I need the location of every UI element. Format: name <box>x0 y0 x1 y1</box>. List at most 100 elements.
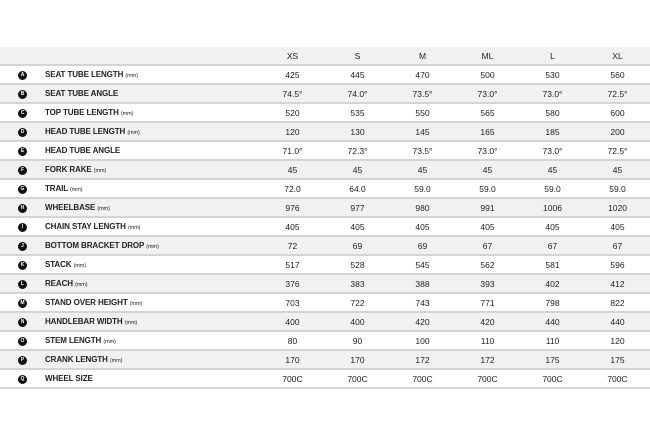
letter-badge: E <box>18 146 27 156</box>
unit-label: (mm) <box>70 187 83 193</box>
table-cell: 393 <box>455 274 520 294</box>
letter-badge: J <box>18 241 27 251</box>
table-cell: 565 <box>455 103 520 123</box>
table-cell: 517 <box>260 255 325 275</box>
table-cell: 59.0 <box>455 179 520 199</box>
table-cell: 528 <box>325 255 390 275</box>
unit-label: (mm) <box>129 301 143 307</box>
table-cell: 74.5° <box>260 84 325 104</box>
letter-badge: N <box>18 317 27 327</box>
table-cell: 420 <box>455 312 520 332</box>
letter-badge: C <box>18 108 27 118</box>
letter-badge: K <box>18 260 27 270</box>
table-cell: 520 <box>260 103 325 123</box>
table-cell: 580 <box>520 103 585 123</box>
table-row: N HANDLEBAR WIDTH (mm) 400 400 420 420 440 440 <box>0 312 650 332</box>
table-cell: 80 <box>260 331 325 351</box>
letter-badge: F <box>18 165 27 175</box>
table-row: P CRANK LENGTH (mm) 170 170 172 172 175 175 <box>0 350 650 370</box>
table-row: J BOTTOM BRACKET DROP (mm) 72 69 69 67 67 67 <box>0 236 650 256</box>
table-cell: 600 <box>585 103 650 123</box>
table-cell: 71.0° <box>260 141 325 161</box>
unit-label: (mm) <box>127 130 140 136</box>
table-row: C TOP TUBE LENGTH (mm) 520 535 550 565 580 600 <box>0 103 650 123</box>
table-cell: 172 <box>390 350 455 370</box>
table-cell: 405 <box>520 217 585 237</box>
header-row: XS S M ML L XL <box>0 47 650 66</box>
measurement-label: STEM LENGTH <box>45 336 102 345</box>
letter-badge: A <box>18 70 27 80</box>
table-cell: 100 <box>390 331 455 351</box>
table-cell: 45 <box>325 160 390 180</box>
table-cell: 59.0 <box>390 179 455 199</box>
table-cell: 977 <box>325 198 390 218</box>
size-header: ML <box>455 47 520 66</box>
table-cell: 976 <box>260 198 325 218</box>
table-cell: 1020 <box>585 198 650 218</box>
table-cell: 64.0 <box>325 179 390 199</box>
table-cell: 73.0° <box>455 141 520 161</box>
table-cell: 700C <box>520 369 585 389</box>
table-cell: 405 <box>325 217 390 237</box>
table-row: F FORK RAKE (mm) 45 45 45 45 45 45 <box>0 160 650 180</box>
table-cell: 405 <box>260 217 325 237</box>
table-cell: 980 <box>390 198 455 218</box>
letter-badge: O <box>18 336 27 346</box>
size-header: S <box>325 47 390 66</box>
table-cell: 45 <box>520 160 585 180</box>
table-cell: 67 <box>520 236 585 256</box>
table-cell: 110 <box>520 331 585 351</box>
table-row: Q WHEEL SIZE 700C 700C 700C 700C 700C 700C <box>0 369 650 389</box>
table-cell: 562 <box>455 255 520 275</box>
measurement-label: TOP TUBE LENGTH <box>45 108 119 117</box>
measurement-label: STACK <box>45 260 72 269</box>
table-cell: 420 <box>390 312 455 332</box>
table-cell: 72.5° <box>585 84 650 104</box>
measurement-label: HANDLEBAR WIDTH <box>45 317 123 326</box>
table-cell: 185 <box>520 122 585 142</box>
table-cell: 991 <box>455 198 520 218</box>
letter-badge: M <box>18 298 27 308</box>
table-cell: 405 <box>455 217 520 237</box>
table-cell: 412 <box>585 274 650 294</box>
table-cell: 500 <box>455 65 520 85</box>
unit-label: (mm) <box>97 206 110 212</box>
measurement-label: CHAIN STAY LENGTH <box>45 222 126 231</box>
table-cell: 45 <box>585 160 650 180</box>
table-cell: 596 <box>585 255 650 275</box>
table-row: O STEM LENGTH (mm) 80 90 100 110 110 120 <box>0 331 650 351</box>
table-cell: 445 <box>325 65 390 85</box>
table-cell: 45 <box>455 160 520 180</box>
table-row: B SEAT TUBE ANGLE 74.5° 74.0° 73.5° 73.0° 73.… <box>0 84 650 104</box>
table-cell: 59.0 <box>585 179 650 199</box>
table-cell: 170 <box>325 350 390 370</box>
table-cell: 440 <box>585 312 650 332</box>
measurement-label: STAND OVER HEIGHT <box>45 298 128 307</box>
size-header: L <box>520 47 585 66</box>
table-cell: 67 <box>585 236 650 256</box>
unit-label: (mm) <box>109 358 123 364</box>
table-cell: 402 <box>520 274 585 294</box>
letter-badge: B <box>18 89 27 99</box>
table-cell: 425 <box>260 65 325 85</box>
table-row: G TRAIL (mm) 72.0 64.0 59.0 59.0 59.0 59.0 <box>0 179 650 199</box>
table-cell: 59.0 <box>520 179 585 199</box>
table-cell: 67 <box>455 236 520 256</box>
measurement-label: HEAD TUBE ANGLE <box>45 146 121 155</box>
table-cell: 170 <box>260 350 325 370</box>
table-cell: 90 <box>325 331 390 351</box>
table-cell: 405 <box>390 217 455 237</box>
size-header: XS <box>260 47 325 66</box>
letter-badge: Q <box>18 374 27 384</box>
measurement-label: REACH <box>45 279 73 288</box>
letter-badge: D <box>18 127 27 137</box>
table-row: I CHAIN STAY LENGTH (mm) 405 405 405 405 405 40… <box>0 217 650 237</box>
table-cell: 700C <box>260 369 325 389</box>
table-cell: 581 <box>520 255 585 275</box>
table-cell: 722 <box>325 293 390 313</box>
table-cell: 72.5° <box>585 141 650 161</box>
table-cell: 400 <box>260 312 325 332</box>
table-cell: 120 <box>260 122 325 142</box>
table-row: K STACK (mm) 517 528 545 562 581 596 <box>0 255 650 275</box>
table-cell: 700C <box>390 369 455 389</box>
